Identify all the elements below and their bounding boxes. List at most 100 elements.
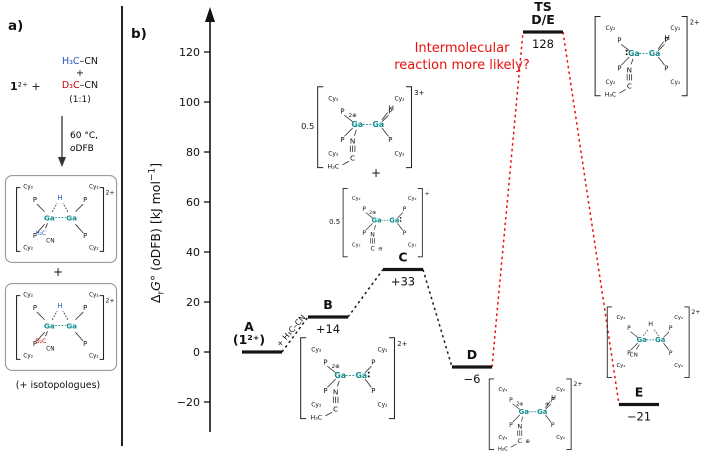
structure-s-ts: 2+ Cy₂ Cy₂ Cy₂ Cy₂ P P P P Ga Ga H N C H…	[594, 15, 700, 99]
level-value-1: +14	[316, 322, 340, 336]
p-atom-label: P	[388, 107, 392, 115]
svg-text:⊕: ⊕	[525, 439, 530, 445]
annotation-line-2: reaction more likely?	[394, 58, 530, 73]
cy2-label: Cy₂	[89, 353, 99, 359]
level-value-4: 128	[532, 37, 554, 51]
p-atom-label: P	[33, 196, 37, 204]
level-label-5: E	[635, 385, 644, 400]
product-box-border	[4, 174, 118, 264]
ga-left-charge: 2⊕	[369, 210, 376, 216]
cn-label: CN	[46, 239, 54, 245]
cy2-label: Cy₂	[328, 96, 339, 103]
panel-divider	[121, 6, 123, 446]
structure-s-e: 2+ Cy₂ Cy₂ Cy₂ Cy₂ P P P P Ga Ga H CN	[606, 306, 700, 378]
ga-atom-label: Ga	[637, 336, 648, 344]
y-tick-label: 120	[179, 46, 200, 59]
cy2-label: Cy₂	[394, 151, 405, 158]
level-value-2: +33	[391, 275, 415, 289]
cy2-label: Cy₂	[23, 185, 33, 191]
connector-3-4	[491, 31, 524, 368]
structure-s-d: 2+ Cy₂ Cy₂ Cy₂ Cy₂ P P P P Ga Ga 2⊕ ⊕ H …	[488, 378, 583, 452]
bracket-left	[16, 187, 21, 252]
structure-s-mid-bot: 0.5 + Cy₂ Cy₂ Cy₂ Cy₂ P P P P Ga Ga 2⊕ N…	[329, 188, 430, 258]
hydride: H	[545, 394, 556, 409]
bracket-right	[684, 306, 690, 378]
radical-dots	[367, 371, 370, 378]
p-atom-label: P	[371, 387, 375, 395]
p-atom-label: P	[371, 358, 375, 366]
nitrile-ligand: N C H₂C ⊕	[498, 416, 530, 452]
cy2-label: Cy₂	[23, 293, 33, 299]
cy2-label: Cy₂	[311, 347, 322, 354]
p-atom-label: P	[83, 196, 87, 204]
p-atom-label: P	[669, 325, 673, 332]
charge-label: 2+	[105, 297, 114, 304]
cn-ligand-label: CN	[630, 353, 638, 359]
level-bar-2	[383, 267, 423, 272]
c-atom-label: C	[627, 82, 632, 91]
bracket-right	[417, 188, 423, 258]
bracket-left	[317, 86, 324, 169]
cy2-label: Cy₂	[670, 26, 680, 32]
level-bar-3	[452, 365, 492, 369]
p-atom-label: P	[509, 422, 513, 429]
p-atom-label: P	[617, 37, 621, 45]
c-atom-label: C	[370, 246, 374, 253]
level-bar-5	[619, 402, 659, 407]
level-label-0: (1²⁺)	[233, 332, 265, 347]
nitrile-reactants: H₃C–CN + D₃C–CN (1:1)	[48, 56, 112, 106]
y-tick-label: 0	[193, 346, 200, 359]
cy2-label: Cy₂	[616, 315, 625, 321]
p-atom-label: P	[340, 107, 344, 115]
y-tick-label: −20	[177, 396, 200, 409]
stoichiometric-coefficient: 0.5	[329, 218, 340, 226]
p-atom-label: P	[627, 350, 631, 357]
n-atom-label: N	[333, 388, 339, 397]
arrow-head-icon	[58, 157, 66, 167]
cy2-label: Cy₂	[352, 196, 361, 202]
methyl-h-label: H₃C	[61, 56, 80, 67]
h-atom-label: H	[665, 33, 670, 42]
level-label-1: B	[323, 297, 333, 312]
level-bar-4	[523, 30, 563, 34]
y-tick-label: 80	[186, 146, 200, 159]
y-tick-label: 100	[179, 96, 200, 109]
cy2-label: Cy₂	[606, 80, 616, 86]
ga-atom-label: Ga	[537, 408, 548, 416]
n-atom-label: N	[350, 137, 356, 146]
nitrile-ligand: N C H₃C	[327, 129, 357, 171]
charge-label: 2+	[574, 381, 583, 388]
panel-b-label: b)	[131, 26, 147, 42]
cy2-label: Cy₂	[606, 26, 616, 32]
structure-s-mid-top: 0.5 3+ Cy₂ Cy₂ Cy₂ Cy₂ P P P P Ga Ga 2⊕ …	[301, 86, 425, 171]
ga-atom-label: Ga	[351, 120, 363, 129]
bracket-left	[594, 15, 601, 97]
formal-charge-mark: ⊖	[378, 247, 383, 253]
bracket-right	[405, 86, 412, 169]
p-atom-label: P	[617, 65, 621, 73]
annotation-intermolecular: Intermolecular reaction more likely?	[394, 40, 530, 74]
alkyl-label: D₂C	[35, 339, 46, 345]
ga-atom-label: Ga	[372, 217, 382, 225]
structure-s-ab: 2+ Cy₂ Cy₂ Cy₂ Cy₂ P P P P Ga Ga 2⊕ N C …	[300, 337, 408, 422]
charge-label: 3+	[414, 89, 424, 97]
c-atom-label: C	[518, 437, 523, 445]
ga-right-charge: ⊕	[545, 402, 549, 407]
ga-atom-label: Ga	[66, 213, 77, 222]
reactant-number: 1	[10, 80, 18, 93]
bracket-right	[99, 295, 105, 360]
p-atom-label: P	[388, 136, 392, 144]
bracket-right	[388, 337, 395, 420]
cy2-label: Cy₂	[23, 353, 33, 359]
methyl-label: H₃C	[605, 92, 617, 99]
p-atom-label: P	[83, 340, 87, 348]
cy2-label: Cy₂	[23, 245, 33, 251]
cy2-label: Cy₂	[408, 196, 417, 202]
p-atom-label: P	[664, 37, 668, 45]
bracket-right	[99, 187, 105, 252]
p-atom-label: P	[403, 207, 407, 213]
level-label-0: A	[244, 319, 254, 334]
h-atom-label: H	[388, 104, 394, 113]
hydride: H	[381, 104, 394, 121]
ga-atom-label: Ga	[649, 49, 660, 58]
